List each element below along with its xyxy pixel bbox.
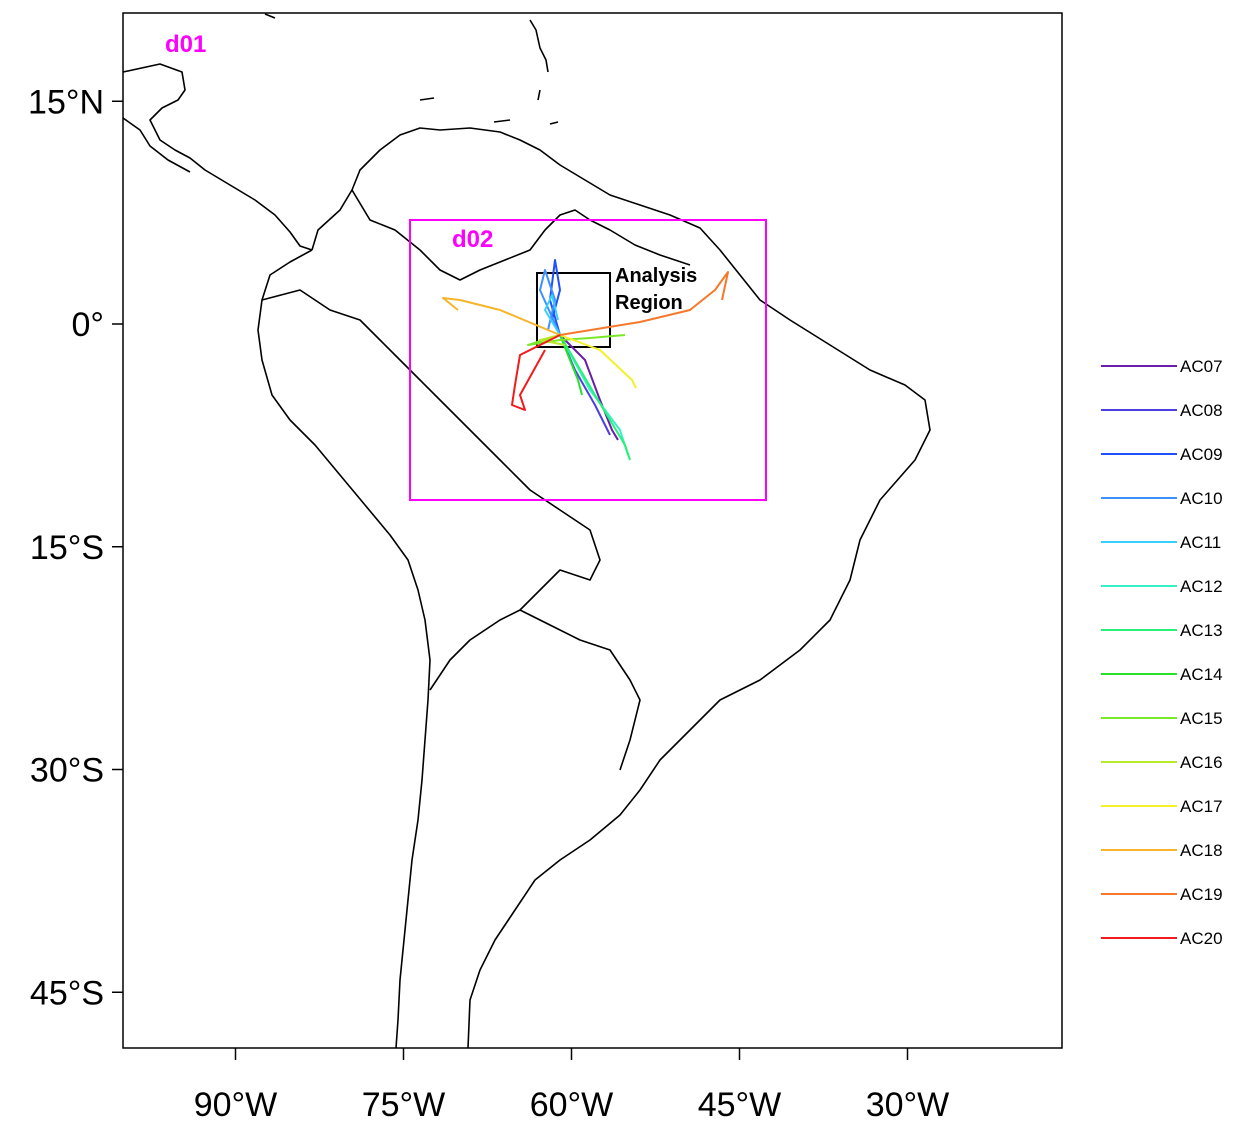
legend-item-label: AC17 bbox=[1180, 797, 1223, 816]
legend-item-label: AC11 bbox=[1180, 533, 1221, 552]
lon-tick-label: 60°W bbox=[530, 1086, 614, 1122]
legend-item-label: AC18 bbox=[1180, 841, 1223, 860]
coast-south-america-west bbox=[257, 249, 431, 1049]
analysis-region-label-line2: Region bbox=[615, 292, 683, 314]
track-ac20 bbox=[511, 334, 561, 411]
border-north bbox=[351, 189, 691, 281]
coast-central-america bbox=[122, 63, 313, 251]
lat-tick-label: 30°S bbox=[30, 752, 104, 790]
coast-central-america-pacific bbox=[122, 117, 191, 173]
legend-item-label: AC20 bbox=[1180, 929, 1223, 948]
d02-label: d02 bbox=[452, 226, 493, 253]
border-interior bbox=[261, 289, 601, 691]
lon-tick-label: 75°W bbox=[362, 1086, 446, 1122]
border-south bbox=[519, 609, 641, 771]
legend-item-label: AC10 bbox=[1180, 489, 1223, 508]
track-ac13 bbox=[559, 334, 631, 461]
coast-south-america-east bbox=[311, 127, 931, 1049]
d01-label: d01 bbox=[165, 31, 206, 58]
legend-item-label: AC19 bbox=[1180, 885, 1223, 904]
lat-axis: 15°N 0° 15°S 30°S 45°S bbox=[28, 83, 123, 1012]
track-ac07 bbox=[559, 334, 619, 441]
lat-tick-label: 15°N bbox=[28, 83, 104, 121]
track-ac14 bbox=[559, 334, 583, 396]
lon-tick-label: 90°W bbox=[194, 1086, 278, 1122]
track-ac09 bbox=[549, 259, 561, 336]
lat-tick-label: 15°S bbox=[30, 529, 104, 567]
lat-tick-label: 0° bbox=[71, 306, 104, 344]
lon-axis: 90°W 75°W 60°W 45°W 30°W bbox=[194, 1048, 950, 1122]
legend-item-label: AC07 bbox=[1180, 357, 1223, 376]
d02-domain-box bbox=[409, 219, 767, 501]
legend-item-label: AC15 bbox=[1180, 709, 1223, 728]
legend-item-label: AC16 bbox=[1180, 753, 1223, 772]
legend-item-label: AC08 bbox=[1180, 401, 1223, 420]
legend-item-label: AC14 bbox=[1180, 665, 1223, 684]
track-ac19 bbox=[559, 271, 729, 336]
lon-tick-label: 30°W bbox=[866, 1086, 950, 1122]
track-ac18 bbox=[442, 297, 561, 336]
track-ac11 bbox=[544, 294, 561, 336]
analysis-region-box bbox=[536, 272, 611, 348]
lon-tick-label: 45°W bbox=[698, 1086, 782, 1122]
legend-item-label: AC12 bbox=[1180, 577, 1223, 596]
coastlines bbox=[122, 13, 931, 1049]
track-ac15 bbox=[527, 334, 626, 346]
analysis-region-label-line1: Analysis bbox=[615, 265, 697, 287]
flight-tracks bbox=[442, 259, 729, 461]
coast-caribbean-islands bbox=[264, 13, 559, 125]
lat-tick-label: 45°S bbox=[30, 974, 104, 1012]
legend-item-label: AC09 bbox=[1180, 445, 1223, 464]
track-ac16 bbox=[539, 334, 566, 346]
track-ac17 bbox=[559, 334, 637, 389]
legend: AC07 AC08 AC09 AC10 AC11 AC12 AC13 AC14 AC15 AC16… bbox=[1101, 357, 1223, 948]
legend-item-label: AC13 bbox=[1180, 621, 1223, 640]
map-frame bbox=[122, 12, 1063, 1049]
